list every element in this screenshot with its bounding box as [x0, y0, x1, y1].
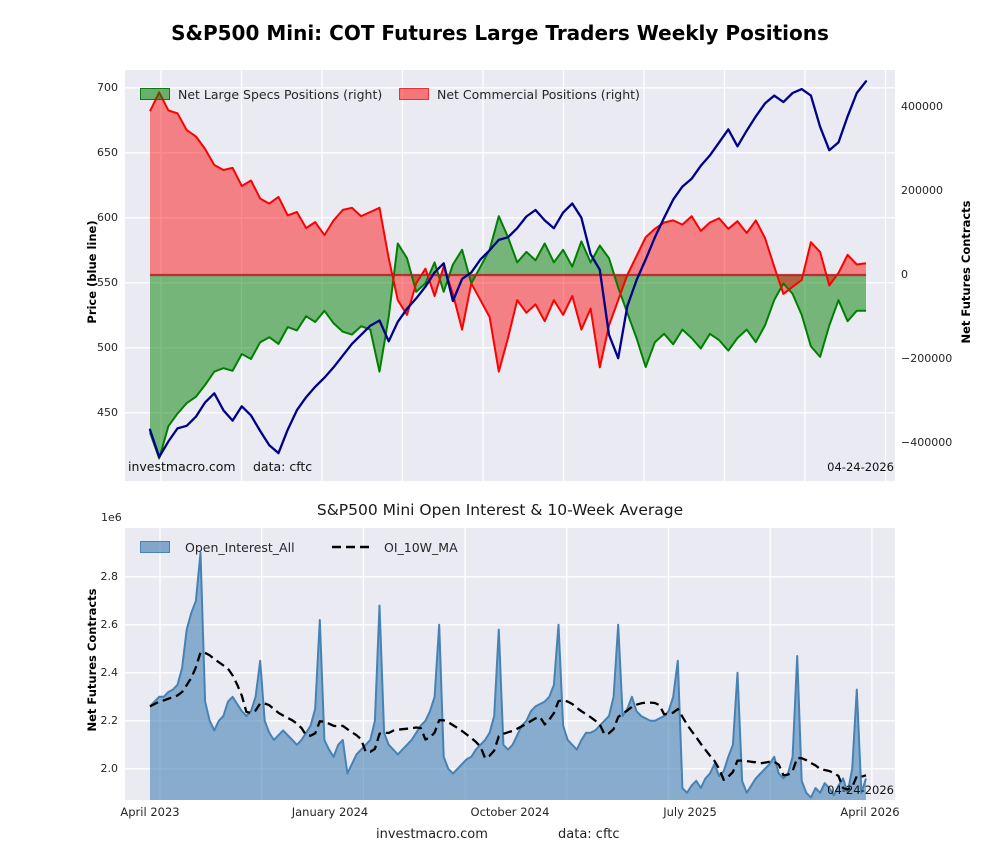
x-tick-label: July 2025 — [663, 805, 717, 819]
top-right-y-tick-label: 400000 — [901, 100, 943, 113]
ma-legend-label: OI_10W_MA — [384, 540, 458, 555]
top-watermark-site: investmacro.com — [128, 459, 236, 474]
bottom-y-tick-label: 2.0 — [100, 761, 119, 775]
top-right-y-tick-label: 200000 — [901, 184, 943, 197]
top-left-y-tick-label: 650 — [97, 145, 118, 159]
net-commercials-line — [149, 91, 867, 373]
x-tick-label: October 2024 — [470, 805, 550, 819]
bottom-left-axis-label: Net Futures Contracts — [85, 588, 99, 732]
bottom-y-tick-label: 2.2 — [100, 713, 119, 727]
bottom-y-tick-label: 2.6 — [100, 617, 119, 631]
figure-title: S&P500 Mini: COT Futures Large Traders W… — [171, 21, 829, 45]
open-interest-line — [149, 551, 867, 799]
specs-legend-patch — [140, 88, 170, 100]
top-left-y-tick-label: 700 — [97, 80, 118, 94]
x-tick-label: January 2024 — [291, 805, 369, 819]
top-watermark-source: data: cftc — [253, 459, 313, 474]
axis-offset-label: 1e6 — [101, 511, 122, 524]
top-left-y-tick-label: 450 — [97, 405, 118, 419]
specs-legend-label: Net Large Specs Positions (right) — [178, 87, 383, 102]
top-left-axis-label: Price (blue line) — [85, 220, 99, 324]
x-tick-label: April 2023 — [120, 805, 180, 819]
bottom-y-tick-label: 2.4 — [100, 665, 119, 679]
top-left-y-tick-label: 500 — [97, 340, 118, 354]
footer-source: data: cftc — [558, 827, 620, 842]
price-line — [148, 80, 868, 459]
top-right-y-tick-label: −200000 — [901, 352, 953, 365]
top-date-note: 04-24-2026 — [827, 460, 894, 474]
x-tick-label: April 2026 — [840, 805, 900, 819]
dashed-line-sample — [332, 545, 374, 549]
open-interest-legend-patch — [140, 541, 170, 553]
top-right-y-tick-label: 0 — [901, 268, 908, 281]
top-right-y-tick-label: −400000 — [901, 436, 953, 449]
bottom-y-tick-label: 2.8 — [100, 569, 119, 583]
top-left-y-tick-label: 600 — [97, 210, 118, 224]
bottom-chart-title: S&P500 Mini Open Interest & 10-Week Aver… — [316, 501, 684, 519]
top-left-y-tick-label: 550 — [97, 275, 118, 289]
commercials-legend-label: Net Commercial Positions (right) — [437, 87, 640, 102]
net-commercials-area — [150, 92, 866, 372]
commercials-legend-patch — [399, 88, 429, 100]
open-interest-legend-label: Open_Interest_All — [185, 540, 295, 555]
oi-10w-ma-line — [149, 651, 867, 791]
bottom-date-note: 04-24-2026 — [827, 783, 894, 797]
net-large-specs-area — [150, 216, 866, 459]
footer-site: investmacro.com — [376, 827, 488, 842]
